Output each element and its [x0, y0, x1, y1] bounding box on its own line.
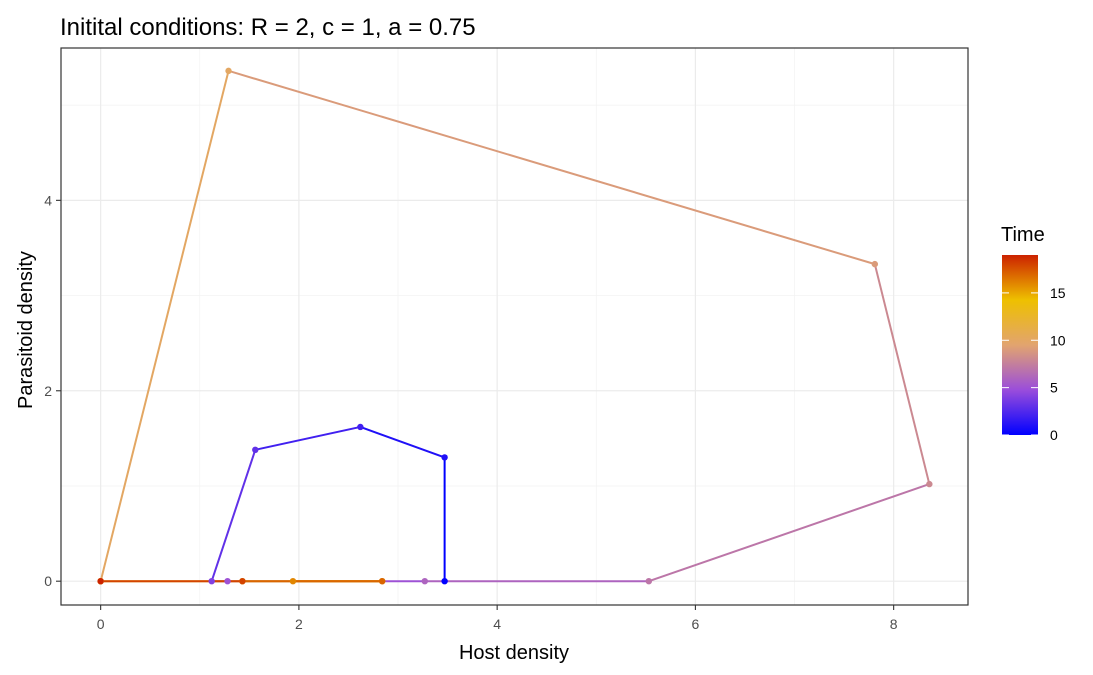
trajectory-segment — [99, 69, 230, 583]
y-tick-label: 2 — [44, 383, 52, 399]
y-axis: 0 2 4 — [44, 192, 61, 589]
trajectory-point — [208, 577, 215, 585]
trajectory-point — [441, 577, 448, 585]
trajectory-point — [871, 260, 879, 268]
trajectory-segment — [359, 425, 446, 459]
trajectory-segment — [254, 425, 362, 451]
trajectory-point — [289, 577, 297, 585]
legend-colorbar — [1002, 255, 1038, 435]
trajectory-point — [357, 423, 364, 431]
y-axis-title: Parasitoid density — [15, 251, 37, 409]
trajectory-point — [224, 577, 231, 585]
legend-break-label: 15 — [1050, 285, 1066, 301]
plot-panel — [60, 47, 969, 606]
trajectory-point — [225, 67, 232, 75]
trajectory-point — [239, 577, 246, 585]
x-tick-label: 4 — [493, 616, 501, 632]
trajectory-segment — [210, 448, 257, 583]
trajectory-point — [421, 577, 428, 585]
trajectory-point — [441, 454, 448, 461]
legend-break-label: 0 — [1050, 427, 1058, 443]
legend: Time 0 5 10 15 — [1001, 224, 1066, 443]
chart-title: Initital conditions: R = 2, c = 1, a = 0… — [60, 14, 476, 41]
trajectory-segment — [227, 69, 876, 266]
trajectory-segment — [873, 263, 931, 486]
x-tick-label: 0 — [97, 616, 105, 632]
x-axis: 0 2 4 6 8 — [97, 605, 898, 632]
legend-title: Time — [1001, 224, 1045, 246]
x-tick-label: 2 — [295, 616, 303, 632]
minor-gridlines — [61, 48, 968, 605]
legend-break-label: 10 — [1050, 332, 1066, 348]
legend-break-label: 5 — [1050, 380, 1058, 396]
trajectory-points — [97, 67, 933, 585]
panel-border — [60, 47, 969, 606]
panel-background — [61, 48, 968, 605]
trajectory-point — [252, 446, 259, 454]
x-tick-label: 6 — [692, 616, 700, 632]
trajectory-point — [926, 480, 933, 488]
trajectory-point — [378, 577, 386, 585]
legend-ticks: 0 5 10 15 — [1002, 285, 1066, 443]
trajectory-point — [97, 577, 104, 585]
y-tick-label: 4 — [44, 192, 52, 208]
y-tick-label: 0 — [44, 573, 52, 589]
trajectory-point — [645, 577, 653, 585]
x-axis-title: Host density — [459, 642, 569, 664]
x-tick-label: 8 — [890, 616, 898, 632]
trajectory-segments — [99, 69, 931, 583]
trajectory-segment — [647, 483, 931, 583]
